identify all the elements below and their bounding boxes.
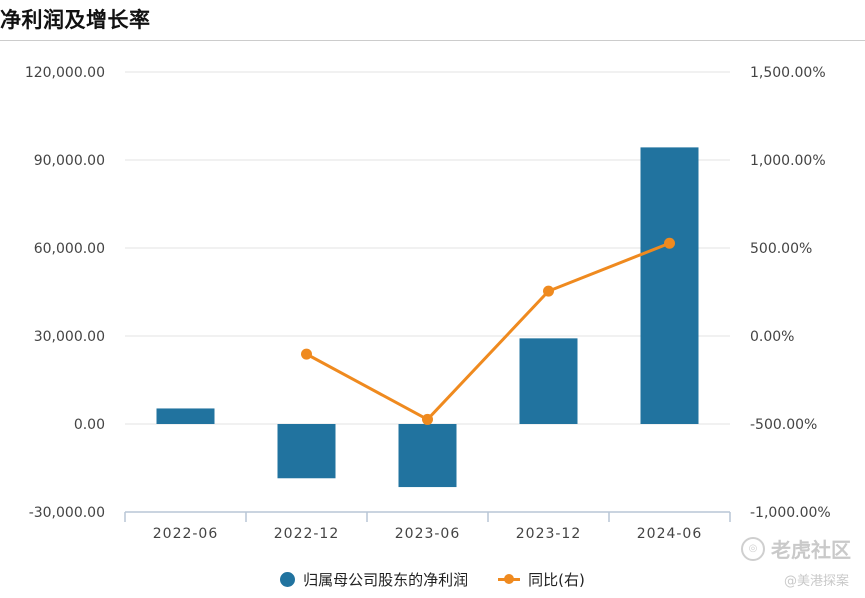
yoy-point-2022-12[interactable] xyxy=(301,348,312,360)
legend: 归属母公司股东的净利润 同比(右) xyxy=(0,565,865,593)
left-axis-ticks: 120,000.00 90,000.00 60,000.00 30,000.00 0.0… xyxy=(25,65,105,521)
yoy-point-2024-06[interactable] xyxy=(664,237,675,249)
x-tick-label: 2022-06 xyxy=(153,526,219,542)
legend-label-yoy: 同比(右) xyxy=(528,570,585,589)
left-tick-label: 120,000.00 xyxy=(25,65,105,81)
right-tick-label: 500.00% xyxy=(750,241,812,257)
yoy-line xyxy=(305,241,671,421)
right-tick-label: -500.00% xyxy=(750,417,817,433)
legend-label-net-profit: 归属母公司股东的净利润 xyxy=(303,570,469,589)
legend-line-swatch-icon xyxy=(498,573,521,584)
left-tick-label: -30,000.00 xyxy=(29,505,105,521)
right-tick-label: 1,500.00% xyxy=(750,65,826,81)
bar-2023-12[interactable] xyxy=(519,338,578,424)
legend-item-yoy[interactable]: 同比(右) xyxy=(498,569,585,590)
watermark-brand: ◎ 老虎社区 xyxy=(741,534,851,563)
yoy-point-2023-06[interactable] xyxy=(422,413,433,425)
x-tick-label: 2023-06 xyxy=(395,526,461,542)
tiger-logo-icon: ◎ xyxy=(741,536,765,561)
grid-lines xyxy=(125,71,730,425)
left-tick-label: 90,000.00 xyxy=(34,153,105,169)
right-tick-label: -1,000.00% xyxy=(750,505,831,521)
right-tick-label: 1,000.00% xyxy=(750,153,826,169)
watermark-user: @美港探案 xyxy=(783,574,849,589)
bar-series xyxy=(156,147,699,488)
title-divider xyxy=(0,40,865,41)
chart-title: 净利润及增长率 xyxy=(0,8,151,32)
watermark-brand-text: 老虎社区 xyxy=(771,538,851,562)
bar-2024-06[interactable] xyxy=(640,147,699,425)
bar-2022-12[interactable] xyxy=(277,424,336,479)
bar-2023-06[interactable] xyxy=(398,424,457,488)
legend-item-net-profit[interactable]: 归属母公司股东的净利润 xyxy=(280,569,468,590)
x-tick-label: 2024-06 xyxy=(637,526,703,542)
bar-2022-06[interactable] xyxy=(156,408,215,424)
left-tick-label: 0.00 xyxy=(74,417,105,433)
legend-bar-swatch-icon xyxy=(280,571,296,587)
line-series xyxy=(301,237,675,425)
x-tick-label: 2022-12 xyxy=(274,526,340,542)
yoy-point-2023-12[interactable] xyxy=(543,285,554,297)
left-tick-label: 60,000.00 xyxy=(34,241,105,257)
x-tick-label: 2023-12 xyxy=(516,526,582,542)
left-tick-label: 30,000.00 xyxy=(34,329,105,345)
x-axis: 2022-06 2022-12 2023-06 2023-12 2024-06 xyxy=(124,511,731,542)
right-axis-ticks: 1,500.00% 1,000.00% 500.00% 0.00% -500.00% -1… xyxy=(750,65,831,521)
chart-area: 120,000.00 90,000.00 60,000.00 30,000.00 0.0… xyxy=(25,65,831,542)
right-tick-label: 0.00% xyxy=(750,329,794,345)
